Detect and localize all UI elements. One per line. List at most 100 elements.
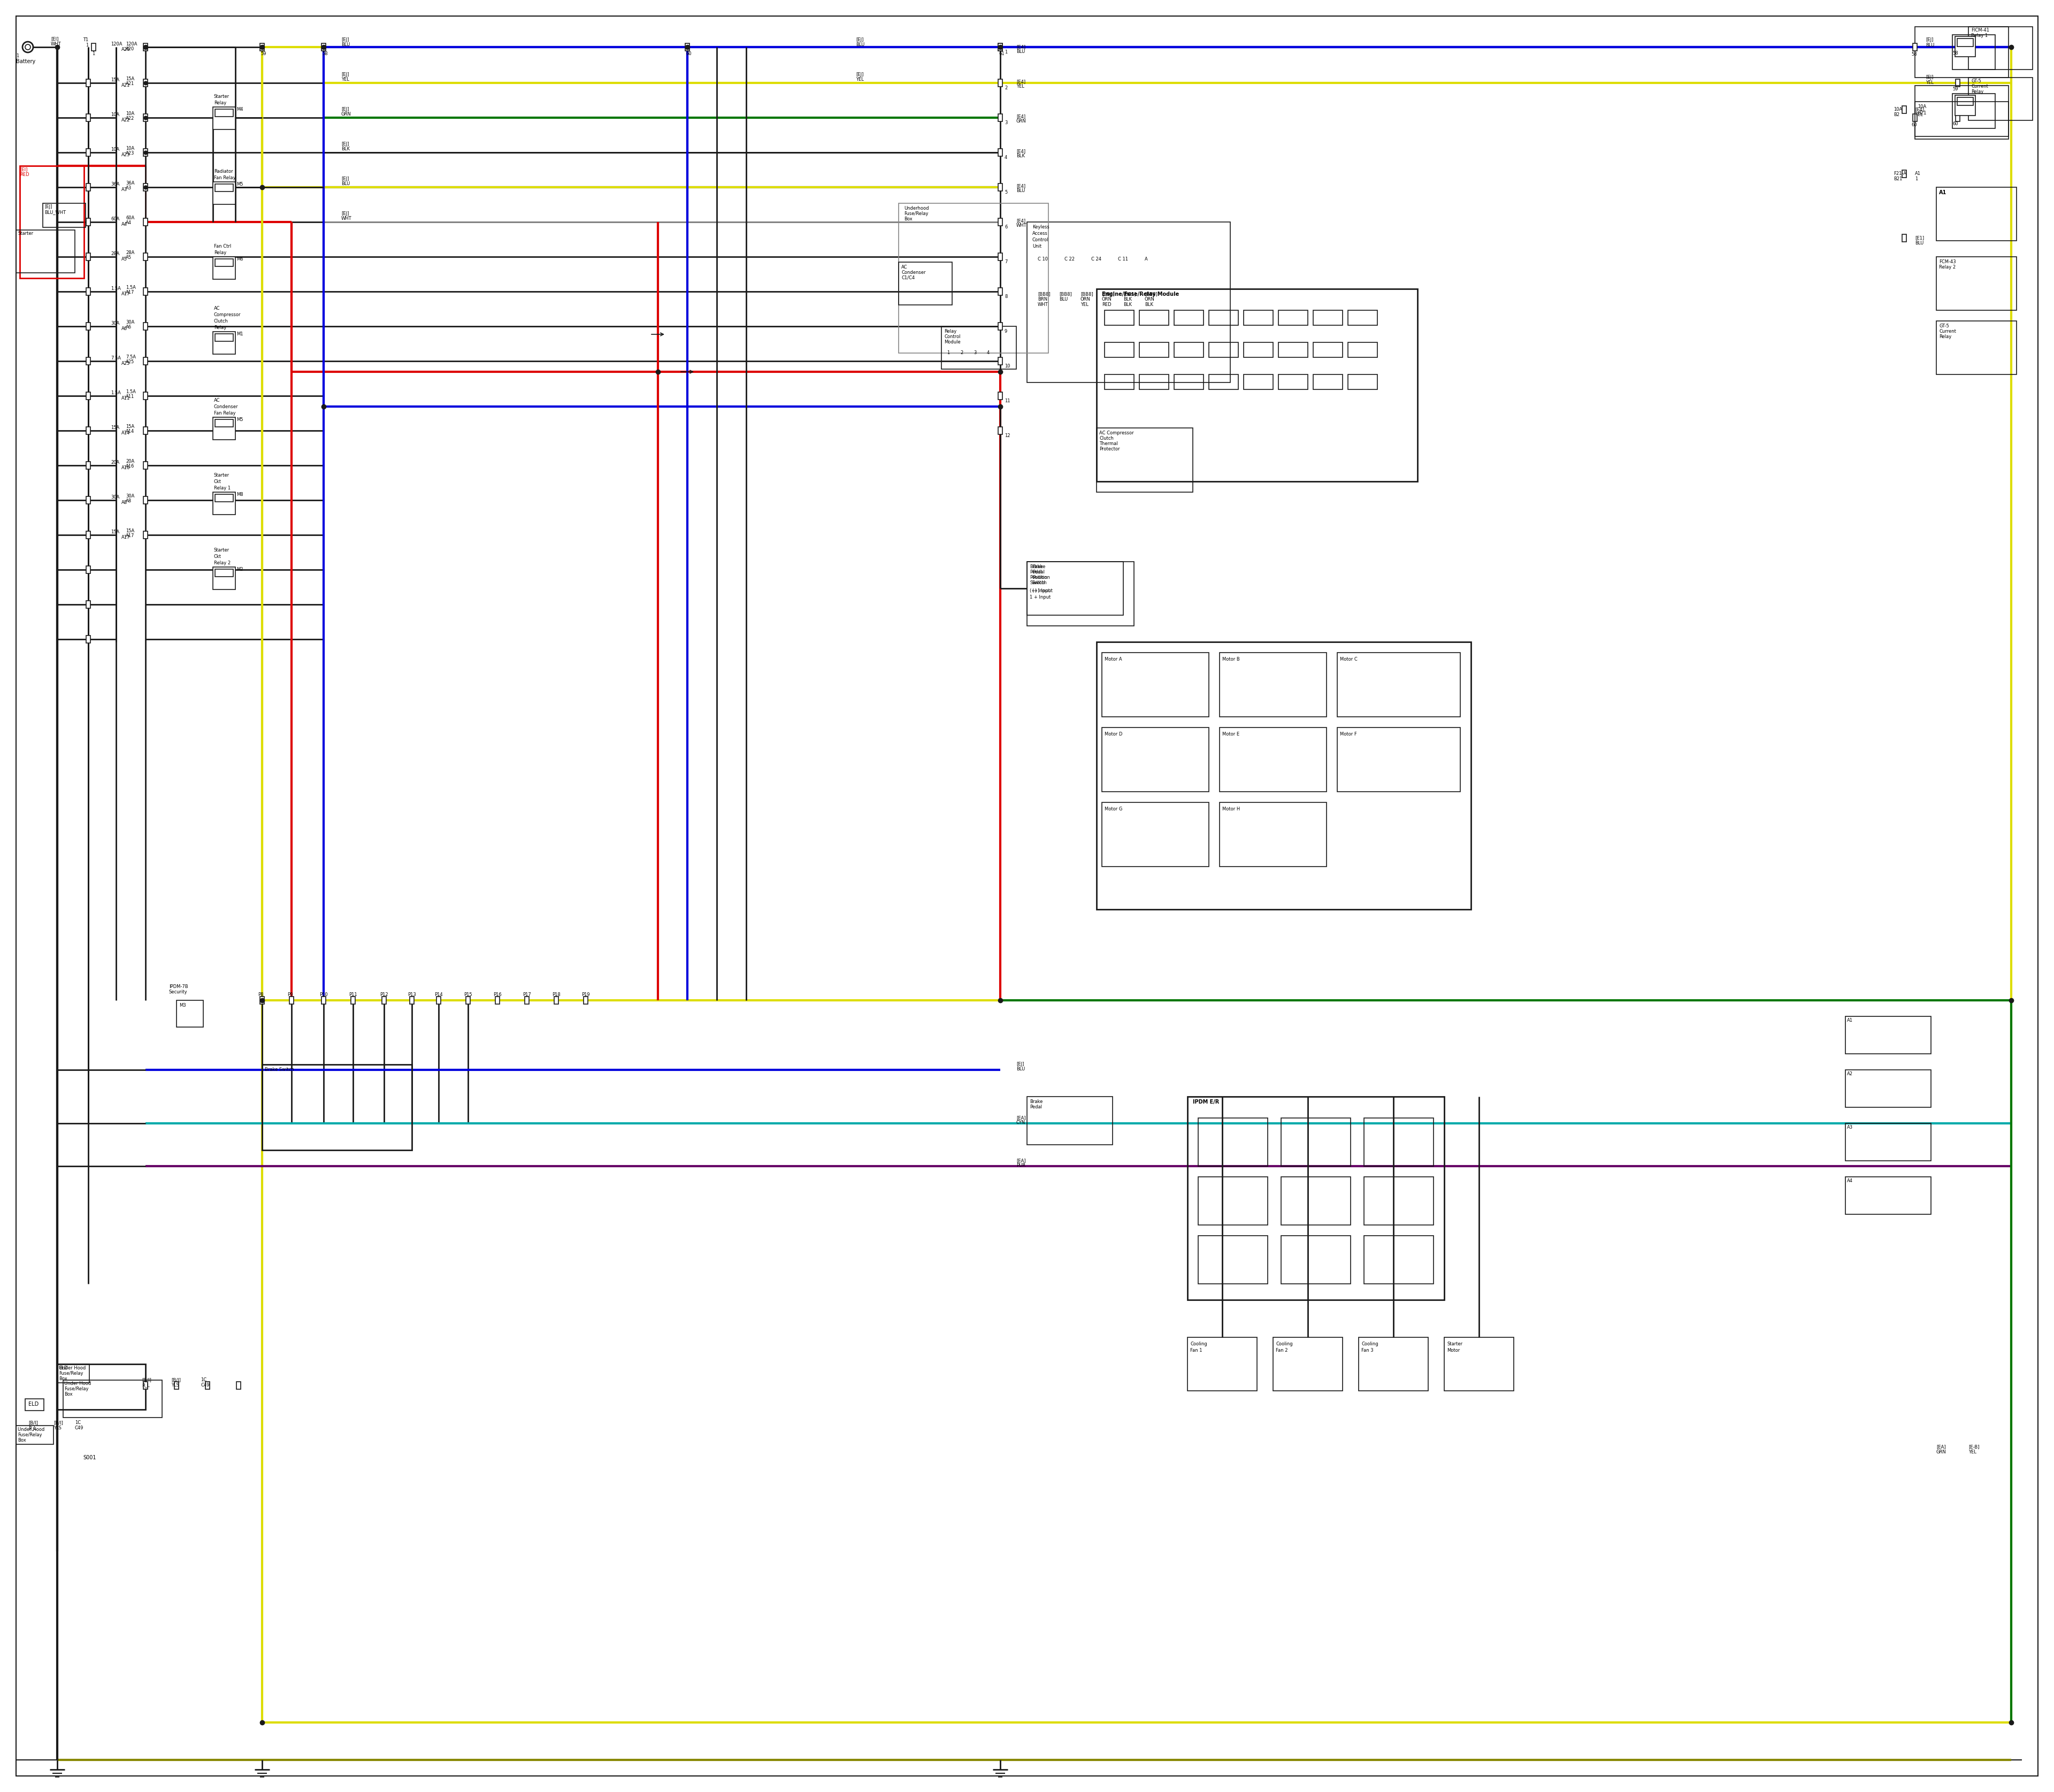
Text: C 11: C 11 [1117,256,1128,262]
Text: Ckt: Ckt [214,554,222,559]
Bar [998,79,1002,86]
Text: 59: 59 [261,52,267,56]
Bar [1844,1177,1931,1215]
Text: Fan 2: Fan 2 [1276,1348,1288,1353]
Text: Motor G: Motor G [1105,806,1121,812]
Text: 1: 1 [1914,177,1918,181]
Text: YEL: YEL [857,77,865,82]
Text: GRN: GRN [1017,118,1027,124]
Text: [B/I]: [B/I] [29,1421,37,1425]
Bar [64,1380,162,1417]
Text: Fuse/Relay: Fuse/Relay [904,211,928,217]
Text: 15A: 15A [111,425,119,430]
Text: Box: Box [60,1376,68,1382]
Text: [EA]: [EA] [1017,1158,1025,1163]
Bar [86,79,90,86]
Text: A11: A11 [125,394,134,400]
Text: A2: A2 [1847,1072,1853,1077]
Text: [B/I]: [B/I] [142,1378,152,1382]
Text: TEL: TEL [1914,113,1923,116]
Circle shape [23,41,33,52]
Bar [1175,310,1204,324]
Text: 1.5A: 1.5A [111,391,121,396]
Text: Control: Control [1033,238,1050,242]
Bar [1282,1236,1352,1283]
Text: BLU: BLU [1927,43,1935,48]
Bar [1347,342,1378,357]
Text: Relay: Relay [214,100,226,106]
Bar [1937,321,2017,375]
Text: AC: AC [214,306,220,310]
Bar [583,996,587,1004]
Text: Current: Current [1939,330,1955,333]
Text: Brake: Brake [1029,1098,1043,1104]
Bar [1187,1337,1257,1391]
Text: [EI]: [EI] [21,167,27,172]
Text: [EJ]: [EJ] [341,142,349,147]
Bar [1210,310,1239,324]
Text: Starter: Starter [1446,1342,1462,1346]
Bar [1902,235,1906,242]
Text: P12: P12 [380,993,388,996]
Bar [1337,728,1460,792]
Bar [1278,375,1308,389]
Bar [214,418,236,439]
Text: 3: 3 [1004,120,1006,125]
Bar [1101,728,1210,792]
Text: Box: Box [18,1437,27,1443]
Text: 15A: 15A [125,77,134,81]
Bar [1914,102,2009,140]
Text: YLS: YLS [53,1426,62,1430]
Text: ORN
BLK: ORN BLK [1144,297,1154,306]
Bar [216,185,234,192]
Text: [E-B]: [E-B] [1968,1444,1980,1450]
Bar [86,183,90,192]
Bar [1364,1177,1434,1226]
Text: 9: 9 [1004,330,1006,333]
Text: A6: A6 [121,326,127,332]
Bar [86,600,90,607]
Bar [1912,43,1916,50]
Text: Starter: Starter [214,95,230,99]
Text: Starter: Starter [214,473,230,478]
Bar [16,1426,53,1444]
Text: Condenser: Condenser [214,405,238,409]
Text: A1: A1 [1847,1018,1853,1023]
Text: F21-A: F21-A [1894,172,1906,176]
Text: A4: A4 [125,220,131,226]
Text: A14: A14 [121,430,129,435]
Text: 30A: 30A [111,321,119,326]
Bar [1844,1070,1931,1107]
Text: A8: A8 [121,500,127,505]
Bar [1844,1016,1931,1054]
Bar [58,1364,146,1410]
Bar [1197,1118,1267,1167]
Text: BLU: BLU [341,43,349,47]
Text: A21: A21 [125,81,134,86]
Text: BLU_WHT: BLU_WHT [45,210,66,215]
Text: P18: P18 [553,993,561,996]
Text: CYN: CYN [1017,1120,1025,1125]
Text: PUR: PUR [1017,1163,1025,1168]
Text: [BB8]: [BB8] [1144,292,1156,296]
Bar [409,996,415,1004]
Text: 30A: 30A [125,321,134,324]
Text: BLU: BLU [341,181,349,186]
Text: AC: AC [902,265,908,269]
Bar [1027,222,1230,382]
Bar [998,115,1002,122]
Text: [EJ]: [EJ] [341,72,349,77]
Text: A3: A3 [121,186,127,192]
Text: BLU: BLU [1017,48,1025,54]
Text: WHT: WHT [341,217,351,220]
Text: Cooling: Cooling [1276,1342,1292,1346]
Text: S001: S001 [82,1455,97,1460]
Bar [435,996,442,1004]
Text: Cooling: Cooling [1189,1342,1208,1346]
Bar [1968,77,2033,120]
Circle shape [25,45,31,50]
Text: [EI]: [EI] [51,36,58,41]
Text: 1: 1 [86,43,88,48]
Text: 2: 2 [959,351,963,355]
Text: WHT: WHT [51,41,62,47]
